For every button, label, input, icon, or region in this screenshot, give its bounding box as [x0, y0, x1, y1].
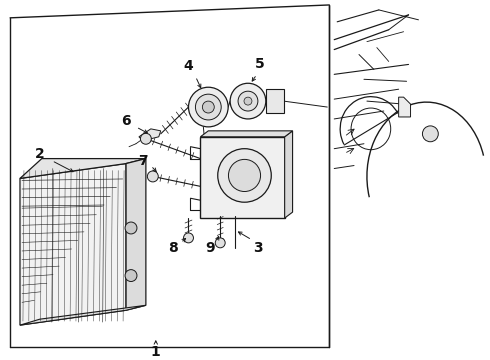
Text: 9: 9	[205, 241, 215, 255]
Circle shape	[141, 133, 151, 144]
Circle shape	[125, 270, 137, 282]
Text: 3: 3	[253, 241, 263, 255]
Bar	[200, 137, 285, 218]
Circle shape	[202, 101, 214, 113]
Circle shape	[218, 149, 271, 202]
Polygon shape	[20, 305, 146, 325]
Circle shape	[147, 171, 158, 182]
Text: 6: 6	[121, 114, 131, 128]
Circle shape	[125, 222, 137, 234]
Circle shape	[215, 238, 225, 248]
Circle shape	[196, 94, 221, 120]
Polygon shape	[20, 163, 126, 325]
Circle shape	[189, 87, 228, 127]
Text: 7: 7	[138, 154, 147, 168]
Polygon shape	[20, 159, 146, 179]
Circle shape	[230, 83, 266, 119]
Text: 5: 5	[255, 58, 265, 71]
Circle shape	[422, 126, 438, 142]
Polygon shape	[139, 129, 161, 141]
Polygon shape	[126, 159, 146, 310]
Text: 8: 8	[168, 241, 177, 255]
Circle shape	[238, 91, 258, 111]
Circle shape	[184, 233, 194, 243]
Polygon shape	[399, 97, 411, 117]
Polygon shape	[285, 131, 293, 218]
Circle shape	[244, 97, 252, 105]
FancyBboxPatch shape	[266, 89, 284, 113]
Text: 2: 2	[35, 147, 45, 161]
Text: 4: 4	[184, 59, 194, 73]
Text: 1: 1	[151, 345, 161, 359]
Polygon shape	[200, 131, 293, 137]
Circle shape	[228, 159, 261, 192]
